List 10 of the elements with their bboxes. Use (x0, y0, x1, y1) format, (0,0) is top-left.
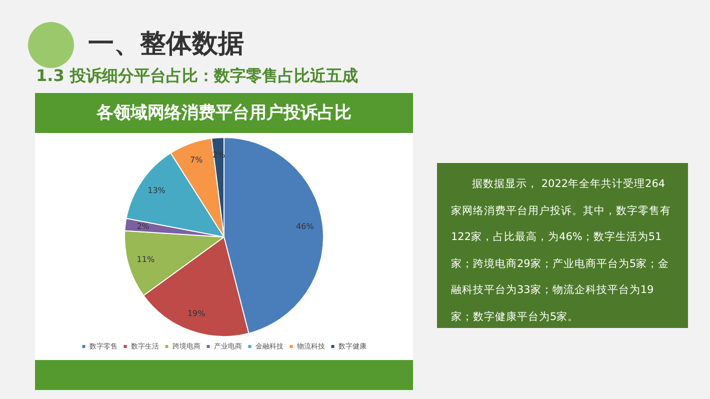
text: 一、整体数据 (88, 28, 244, 61)
text: 1.3 投诉细分平台占比：数字零售占比近五成 (36, 66, 358, 87)
text: 据数据显示， 2022年全年共计受理264家网络消费平台用户投诉。其中，数字零售有122家，占比最高，为46%；数字生活为51家；跨境电商29家；产业电商平台为5家；金融科技平台为33家；物流企科技平台为19家；数字健康平台为5家。 (451, 178, 671, 322)
chart-title: 各领域网络消费平台用户投诉占比 (35, 93, 413, 133)
data-label: 11% (136, 254, 155, 264)
data-label: 2% (136, 222, 150, 231)
data-label: 46% (296, 222, 314, 231)
data-label: 7% (190, 155, 204, 164)
data-label: 19% (187, 308, 206, 318)
data-label: 13% (148, 186, 166, 196)
